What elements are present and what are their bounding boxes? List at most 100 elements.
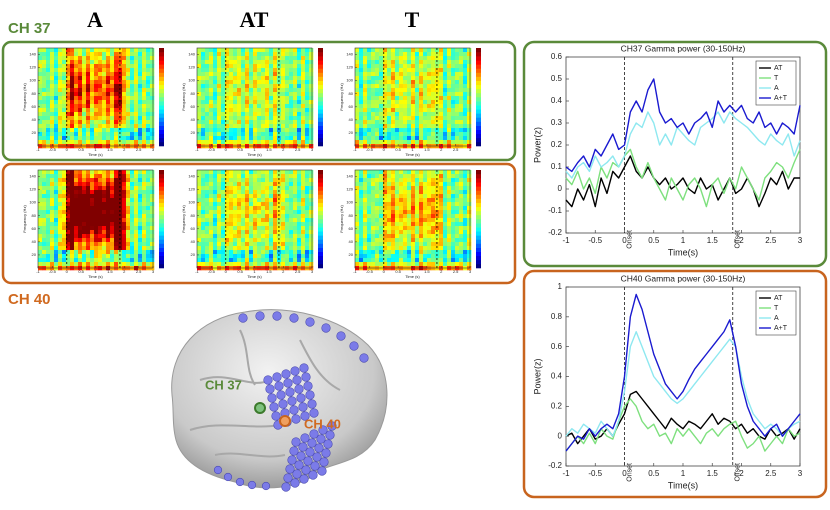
spectrogram-cell — [86, 104, 91, 109]
spectrogram-cell — [467, 246, 472, 251]
spectrogram-cell — [82, 246, 87, 251]
spectrogram-cell — [146, 128, 151, 133]
spectrogram-cell — [130, 238, 135, 243]
spectrogram-cell — [237, 120, 242, 125]
spectrogram-cell — [455, 190, 460, 195]
spectrogram-cell — [110, 238, 115, 243]
spectrogram-cell — [359, 202, 364, 207]
y-axis-label: Frequency (Hz) — [181, 83, 186, 111]
spectrogram-cell — [301, 136, 306, 141]
spectrogram-cell — [297, 96, 302, 101]
spectrogram-cell — [273, 108, 278, 113]
spectrogram-cell — [46, 258, 51, 263]
spectrogram-cell — [415, 190, 420, 195]
spectrogram-cell — [395, 182, 400, 187]
spectrogram-cell — [94, 96, 99, 101]
spectrogram-cell — [134, 124, 139, 129]
x-tick-label: 2 — [440, 147, 443, 152]
spectrogram-cell — [415, 178, 420, 183]
spectrogram-cell — [54, 174, 59, 179]
spectrogram-cell — [122, 76, 127, 81]
spectrogram-cell — [146, 178, 151, 183]
spectrogram-cell — [205, 68, 210, 73]
colorbar-cell — [476, 182, 481, 187]
spectrogram-cell — [241, 132, 246, 137]
spectrogram-cell — [391, 48, 396, 53]
spectrogram-cell — [257, 170, 262, 175]
spectrogram-cell — [261, 178, 266, 183]
spectrogram-cell — [225, 60, 230, 65]
spectrogram-cell — [209, 262, 214, 267]
x-tick-label: 3 — [311, 269, 314, 274]
electrode — [285, 387, 295, 397]
spectrogram-cell — [122, 254, 127, 259]
spectrogram-cell — [58, 194, 63, 199]
spectrogram-cell — [423, 96, 428, 101]
spectrogram-cell — [118, 48, 123, 53]
y-tick-label: 80 — [191, 91, 196, 96]
spectrogram-cell — [221, 254, 226, 259]
spectrogram-cell — [241, 254, 246, 259]
x-tick-label: -0.5 — [588, 236, 602, 245]
spectrogram-cell — [467, 80, 472, 85]
spectrogram-cell — [379, 238, 384, 243]
spectrogram-cell — [46, 88, 51, 93]
spectrogram-cell — [459, 100, 464, 105]
spectrogram-cell — [419, 190, 424, 195]
spectrogram-cell — [150, 128, 155, 133]
spectrogram-cell — [54, 112, 59, 117]
spectrogram-cell — [439, 178, 444, 183]
spectrogram-cell — [54, 218, 59, 223]
spectrogram-cell — [443, 222, 448, 227]
spectrogram-cell — [269, 214, 274, 219]
spectrogram-cell — [383, 174, 388, 179]
spectrogram-cell — [407, 246, 412, 251]
spectrogram-cell — [371, 182, 376, 187]
spectrogram-cell — [363, 72, 368, 77]
spectrogram-cell — [407, 72, 412, 77]
spectrogram-cell — [297, 262, 302, 267]
spectrogram-cell — [42, 56, 47, 61]
spectrogram-cell — [451, 64, 456, 69]
spectrogram-cell — [431, 254, 436, 259]
spectrogram-cell — [74, 210, 79, 215]
x-tick-label: 0 — [383, 269, 386, 274]
spectrogram-cell — [118, 206, 123, 211]
colorbar-cell — [318, 255, 323, 261]
spectrogram-cell — [391, 226, 396, 231]
spectrogram-cell — [209, 124, 214, 129]
colorbar-cell — [318, 210, 323, 216]
spectrogram-cell — [106, 104, 111, 109]
spectrogram-cell — [265, 76, 270, 81]
spectrogram-cell — [439, 96, 444, 101]
spectrogram-cell — [102, 230, 107, 235]
spectrogram-cell — [86, 222, 91, 227]
spectrogram-cell — [265, 96, 270, 101]
spectrogram-cell — [142, 194, 147, 199]
spectrogram-cell — [225, 48, 230, 53]
spectrogram-cell — [130, 218, 135, 223]
spectrogram-cell — [391, 104, 396, 109]
spectrogram-cell — [209, 112, 214, 117]
spectrogram-cell — [82, 230, 87, 235]
chart-title: CH40 Gamma power (30-150Hz) — [621, 273, 746, 283]
spectrogram-cell — [281, 100, 286, 105]
spectrogram-cell — [455, 132, 460, 137]
spectrogram-cell — [249, 124, 254, 129]
colorbar-cell — [159, 198, 164, 203]
spectrogram-cell — [225, 72, 230, 77]
spectrogram-cell — [359, 140, 364, 145]
spectrogram-cell — [443, 128, 448, 133]
spectrogram-cell — [114, 48, 119, 53]
spectrogram-cell — [106, 230, 111, 235]
spectrogram-cell — [261, 234, 266, 239]
spectrogram-cell — [245, 76, 250, 81]
spectrogram-cell — [415, 72, 420, 77]
spectrogram-cell — [387, 222, 392, 227]
spectrogram-cell — [439, 170, 444, 175]
spectrogram-cell — [134, 120, 139, 125]
spectrogram-cell — [285, 108, 290, 113]
spectrogram-cell — [451, 254, 456, 259]
spectrogram-cell — [58, 234, 63, 239]
spectrogram-cell — [66, 222, 71, 227]
